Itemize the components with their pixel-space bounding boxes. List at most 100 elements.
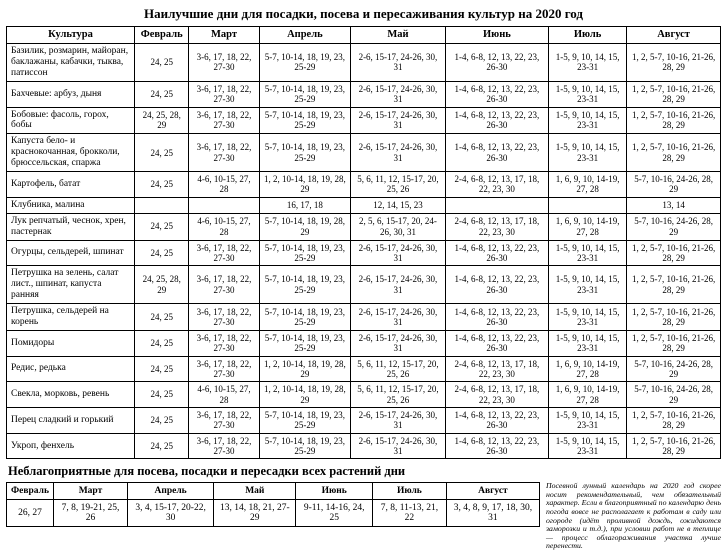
table-row: Свекла, морковь, ревень24, 254-6, 10-15,… — [7, 382, 721, 408]
date-cell: 1-4, 6-8, 12, 13, 22, 23, 26-30 — [445, 240, 548, 266]
culture-cell: Клубника, малина — [7, 197, 135, 213]
date-cell: 3-6, 17, 18, 22, 27-30 — [189, 44, 259, 82]
date-cell: 1-4, 6-8, 12, 13, 22, 23, 26-30 — [445, 407, 548, 433]
date-cell: 1, 2, 5-7, 10-16, 21-26, 28, 29 — [627, 304, 721, 331]
date-cell: 2-6, 15-17, 24-26, 30, 31 — [351, 330, 446, 356]
culture-cell: Перец сладкий и горький — [7, 407, 135, 433]
date-cell: 1-4, 6-8, 12, 13, 22, 23, 26-30 — [445, 266, 548, 304]
date-cell: 1-5, 9, 10, 14, 15, 23-31 — [548, 433, 626, 459]
date-cell: 12, 14, 15, 23 — [351, 197, 446, 213]
date-cell: 1-4, 6-8, 12, 13, 22, 23, 26-30 — [445, 330, 548, 356]
table-row: Бобовые: фасоль, горох, бобы24, 25, 28, … — [7, 107, 721, 134]
date-cell: 24, 25, 28, 29 — [135, 266, 189, 304]
culture-cell: Бобовые: фасоль, горох, бобы — [7, 107, 135, 134]
date-cell — [135, 197, 189, 213]
date-cell: 2-6, 15-17, 24-26, 30, 31 — [351, 304, 446, 331]
date-cell: 24, 25 — [135, 330, 189, 356]
culture-cell: Бахчевые: арбуз, дыня — [7, 81, 135, 107]
culture-cell: Укроп, фенхель — [7, 433, 135, 459]
bad-date-cell: 3, 4, 8, 9, 17, 18, 30, 31 — [446, 500, 539, 527]
bad-col-header: Февраль — [7, 483, 54, 500]
date-cell: 24, 25 — [135, 172, 189, 198]
date-cell: 1-4, 6-8, 12, 13, 22, 23, 26-30 — [445, 44, 548, 82]
date-cell — [445, 197, 548, 213]
date-cell: 3-6, 17, 18, 22, 27-30 — [189, 266, 259, 304]
bad-date-cell: 26, 27 — [7, 500, 54, 527]
date-cell: 2-6, 15-17, 24-26, 30, 31 — [351, 433, 446, 459]
date-cell: 1, 6, 9, 10, 14-19, 27, 28 — [548, 172, 626, 198]
date-cell: 5-7, 10-14, 18, 19, 23, 25-29 — [259, 44, 350, 82]
date-cell: 5-7, 10-14, 18, 19, 23, 25-29 — [259, 330, 350, 356]
date-cell: 1, 2, 5-7, 10-16, 21-26, 28, 29 — [627, 407, 721, 433]
planting-table: КультураФевральМартАпрельМайИюньИюльАвгу… — [6, 26, 721, 459]
col-header: Май — [351, 27, 446, 44]
date-cell: 5-7, 10-14, 18, 19, 23, 25-29 — [259, 433, 350, 459]
date-cell: 5-7, 10-14, 18, 19, 23, 25-29 — [259, 81, 350, 107]
date-cell: 1-5, 9, 10, 14, 15, 23-31 — [548, 266, 626, 304]
date-cell: 1-4, 6-8, 12, 13, 22, 23, 26-30 — [445, 134, 548, 172]
date-cell: 2-4, 6-8, 12, 13, 17, 18, 22, 23, 30 — [445, 213, 548, 240]
date-cell: 24, 25 — [135, 433, 189, 459]
date-cell: 5-7, 10-16, 24-26, 28, 29 — [627, 213, 721, 240]
date-cell: 24, 25 — [135, 44, 189, 82]
date-cell: 5-7, 10-14, 18, 19, 23, 25-29 — [259, 134, 350, 172]
bad-col-header: Июль — [373, 483, 447, 500]
table-row: Картофель, батат24, 254-6, 10-15, 27, 28… — [7, 172, 721, 198]
date-cell: 1, 2, 10-14, 18, 19, 28, 29 — [259, 356, 350, 382]
date-cell: 1, 2, 10-14, 18, 19, 28, 29 — [259, 382, 350, 408]
date-cell: 5-7, 10-16, 24-26, 28, 29 — [627, 356, 721, 382]
date-cell: 5-7, 10-14, 18, 19, 23, 25-29 — [259, 240, 350, 266]
date-cell: 5-7, 10-14, 18, 19, 23, 25-29 — [259, 107, 350, 134]
bad-col-header: Май — [214, 483, 296, 500]
date-cell: 5-7, 10-14, 18, 19, 23, 25-29 — [259, 266, 350, 304]
date-cell: 2-6, 15-17, 24-26, 30, 31 — [351, 81, 446, 107]
col-header: Июль — [548, 27, 626, 44]
date-cell: 1-4, 6-8, 12, 13, 22, 23, 26-30 — [445, 433, 548, 459]
date-cell: 2-6, 15-17, 24-26, 30, 31 — [351, 44, 446, 82]
date-cell: 1-5, 9, 10, 14, 15, 23-31 — [548, 107, 626, 134]
date-cell: 1, 2, 5-7, 10-16, 21-26, 28, 29 — [627, 134, 721, 172]
date-cell: 5-7, 10-14, 18, 19, 23, 25-29 — [259, 407, 350, 433]
date-cell: 2-6, 15-17, 24-26, 30, 31 — [351, 107, 446, 134]
date-cell: 3-6, 17, 18, 22, 27-30 — [189, 107, 259, 134]
bad-days-table: ФевральМартАпрельМайИюньИюльАвгуст 26, 2… — [6, 482, 540, 527]
date-cell: 5, 6, 11, 12, 15-17, 20, 25, 26 — [351, 382, 446, 408]
date-cell: 3-6, 17, 18, 22, 27-30 — [189, 304, 259, 331]
date-cell: 2-6, 15-17, 24-26, 30, 31 — [351, 266, 446, 304]
date-cell: 24, 25 — [135, 240, 189, 266]
date-cell: 5-7, 10-14, 18, 19, 23, 25-29 — [259, 304, 350, 331]
date-cell: 24, 25 — [135, 407, 189, 433]
date-cell: 24, 25 — [135, 213, 189, 240]
bad-col-header: Апрель — [127, 483, 213, 500]
date-cell: 24, 25 — [135, 81, 189, 107]
culture-cell: Базилик, розмарин, майоран, баклажаны, к… — [7, 44, 135, 82]
culture-cell: Петрушка, сельдерей на корень — [7, 304, 135, 331]
table-row: Базилик, розмарин, майоран, баклажаны, к… — [7, 44, 721, 82]
date-cell: 1-4, 6-8, 12, 13, 22, 23, 26-30 — [445, 107, 548, 134]
page-title: Наилучшие дни для посадки, посева и пере… — [6, 6, 721, 22]
date-cell: 3-6, 17, 18, 22, 27-30 — [189, 407, 259, 433]
bad-date-cell: 3, 4, 15-17, 20-22, 30 — [127, 500, 213, 527]
col-header: Апрель — [259, 27, 350, 44]
date-cell: 3-6, 17, 18, 22, 27-30 — [189, 81, 259, 107]
date-cell: 3-6, 17, 18, 22, 27-30 — [189, 240, 259, 266]
culture-cell: Редис, редька — [7, 356, 135, 382]
col-header: Август — [627, 27, 721, 44]
col-header: Февраль — [135, 27, 189, 44]
table-row: Редис, редька24, 253-6, 17, 18, 22, 27-3… — [7, 356, 721, 382]
culture-cell: Петрушка на зелень, салат лист., шпинат,… — [7, 266, 135, 304]
bad-date-cell: 9-11, 14-16, 24, 25 — [296, 500, 373, 527]
culture-cell: Огурцы, сельдерей, шпинат — [7, 240, 135, 266]
date-cell: 1, 2, 5-7, 10-16, 21-26, 28, 29 — [627, 44, 721, 82]
date-cell: 2-6, 15-17, 24-26, 30, 31 — [351, 240, 446, 266]
table-row: Петрушка, сельдерей на корень24, 253-6, … — [7, 304, 721, 331]
date-cell: 2-6, 15-17, 24-26, 30, 31 — [351, 407, 446, 433]
date-cell: 1, 2, 5-7, 10-16, 21-26, 28, 29 — [627, 266, 721, 304]
col-header: Март — [189, 27, 259, 44]
date-cell — [548, 197, 626, 213]
date-cell: 4-6, 10-15, 27, 28 — [189, 382, 259, 408]
date-cell: 1-5, 9, 10, 14, 15, 23-31 — [548, 407, 626, 433]
date-cell: 3-6, 17, 18, 22, 27-30 — [189, 433, 259, 459]
bad-date-cell: 7, 8, 19-21, 25, 26 — [53, 500, 127, 527]
date-cell: 2-6, 15-17, 24-26, 30, 31 — [351, 134, 446, 172]
